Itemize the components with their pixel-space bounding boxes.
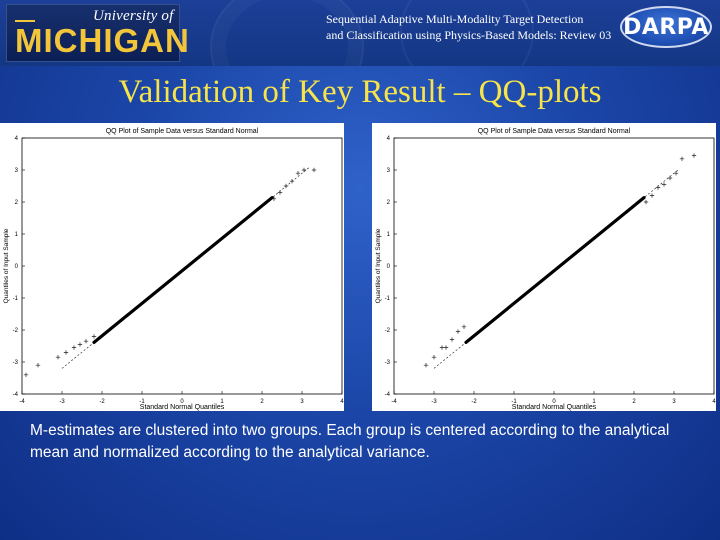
plot1-data-point [449,337,455,342]
plot0-axes-frame [21,137,343,395]
plot1-x-axis-label: Standard Normal Quantiles [512,404,597,411]
slide-caption: M-estimates are clustered into two group… [30,422,670,461]
plot1-data-point [461,324,467,329]
plot1-x-tick-label: -2 [471,399,477,405]
plot0-y-tick-label: 2 [15,200,19,206]
plot0-y-tick-label: 0 [15,264,19,270]
plot1-data-point [443,345,449,350]
plot0-data-point [289,179,295,184]
darpa-logo: DARPA [620,6,712,48]
plot1-x-tick-label: -3 [431,399,437,405]
plot1-data-point [431,355,437,360]
plot0-y-tick-label: -1 [13,296,19,302]
plot0-x-tick-label: 0 [180,399,184,405]
plot1-data-point [661,182,667,187]
plot0-x-tick-label: -2 [99,399,105,405]
plot0-sample-band [92,196,274,344]
plot1-y-tick-label: 1 [387,232,391,238]
plot1-x-tick-label: -4 [391,399,397,405]
plot0-y-tick-label: 3 [15,168,19,174]
plot1-y-axis-label: Quantiles of Input Sample [375,228,382,303]
plot0-data-point [283,183,289,189]
plot0-title: QQ Plot of Sample Data versus Standard N… [106,128,259,135]
plot0-data-point [55,355,61,360]
plot1-data-point [649,193,655,198]
plot1-y-tick-label: -4 [385,392,391,398]
plot0-data-point [23,372,29,377]
plot0-x-axis-label: Standard Normal Quantiles [140,404,225,411]
plot1-data-point [455,329,461,334]
plot0-y-tick-label: 4 [15,136,19,142]
project-title-line-2: and Classification using Physics-Based M… [326,28,612,42]
qq-plot-left: QQ Plot of Sample Data versus Standard N… [0,123,344,411]
plot1-y-tick-label: 4 [387,136,391,142]
plot0-data-point [71,345,77,350]
project-title-line-1: Sequential Adaptive Multi-Modality Targe… [326,12,584,26]
plot0-x-tick-label: 4 [340,399,344,405]
plot0-x-tick-label: -1 [139,399,145,405]
plot1-axes-frame [393,137,715,395]
plot0-x-tick-label: 2 [260,399,264,405]
plot0-x-tick-label: 1 [220,399,224,405]
plot1-y-tick-label: 3 [387,168,391,174]
plot0-data-point [63,350,69,355]
qq-plot-right-svg: QQ Plot of Sample Data versus Standard N… [375,128,716,411]
logo-top-text: University of [93,8,174,24]
plot1-y-tick-label: -1 [385,296,391,302]
plot1-data-point [691,153,697,158]
plot0-x-tick-label: -4 [19,399,25,405]
plot1-data-point [673,171,679,176]
plot1-y-tick-label: -3 [385,360,391,366]
plot0-x-tick-label: -3 [59,399,65,405]
seal-watermark-2 [400,0,534,66]
plot0-data-point [277,190,283,195]
plot0-data-point [295,171,301,176]
plot1-data-point [655,185,661,190]
plot1-x-tick-label: 2 [632,399,636,405]
plot0-data-point [77,342,83,347]
plot0-y-tick-label: -2 [13,328,19,334]
plot1-data-point [679,156,685,161]
qq-plot-right: QQ Plot of Sample Data versus Standard N… [372,123,716,411]
plot1-x-tick-label: 1 [592,399,596,405]
plot0-data-point [301,167,307,173]
plot0-data-point [91,334,97,339]
plot1-x-tick-label: 4 [712,399,716,405]
lamp-icon [15,8,35,22]
slide-title: Validation of Key Result – QQ-plots [118,74,602,110]
plot1-data-point [643,199,649,205]
plot1-y-tick-label: -2 [385,328,391,334]
plot1-x-tick-label: 3 [672,399,676,405]
michigan-logo: University of MICHIGAN [6,4,189,62]
plot0-y-tick-label: -3 [13,360,19,366]
plot0-y-tick-label: 1 [15,232,19,238]
darpa-logo-text: DARPA [623,15,709,40]
plot0-data-point [311,167,317,173]
slide-header: University of MICHIGAN Sequential Adapti… [0,0,720,66]
plot1-data-point [423,363,429,368]
plot0-x-tick-label: 3 [300,399,304,405]
plot0-y-axis-label: Quantiles of Input Sample [3,228,10,303]
plot0-y-tick-label: -4 [13,392,19,398]
plot1-data-point [439,345,445,350]
plot1-title: QQ Plot of Sample Data versus Standard N… [478,128,631,135]
plot1-x-tick-label: 0 [552,399,556,405]
plot1-data-point [667,175,673,181]
plot1-y-tick-label: 0 [387,264,391,270]
plot0-data-point [35,363,41,368]
plot1-y-tick-label: 2 [387,200,391,206]
plot1-x-tick-label: -1 [511,399,517,405]
qq-plot-left-svg: QQ Plot of Sample Data versus Standard N… [3,128,344,411]
plot0-data-point [83,339,89,344]
plot1-sample-band [464,196,646,344]
project-title: Sequential Adaptive Multi-Modality Targe… [326,11,626,43]
plot0-data-point [271,196,277,201]
logo-main-text: MICHIGAN [15,22,190,59]
